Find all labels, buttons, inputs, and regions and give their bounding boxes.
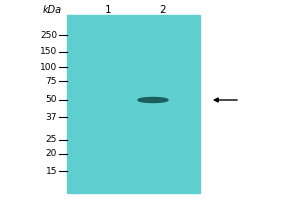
Text: 150: 150 — [40, 47, 57, 56]
Text: 75: 75 — [46, 76, 57, 86]
Text: 37: 37 — [46, 112, 57, 121]
Text: 100: 100 — [40, 62, 57, 72]
Text: 20: 20 — [46, 150, 57, 158]
Text: 25: 25 — [46, 136, 57, 144]
Text: 250: 250 — [40, 30, 57, 40]
Ellipse shape — [138, 98, 168, 102]
Text: 50: 50 — [46, 96, 57, 104]
Text: 15: 15 — [46, 166, 57, 176]
Text: kDa: kDa — [43, 5, 62, 15]
Text: 2: 2 — [160, 5, 166, 15]
Text: 1: 1 — [105, 5, 111, 15]
Bar — [67, 15, 200, 193]
